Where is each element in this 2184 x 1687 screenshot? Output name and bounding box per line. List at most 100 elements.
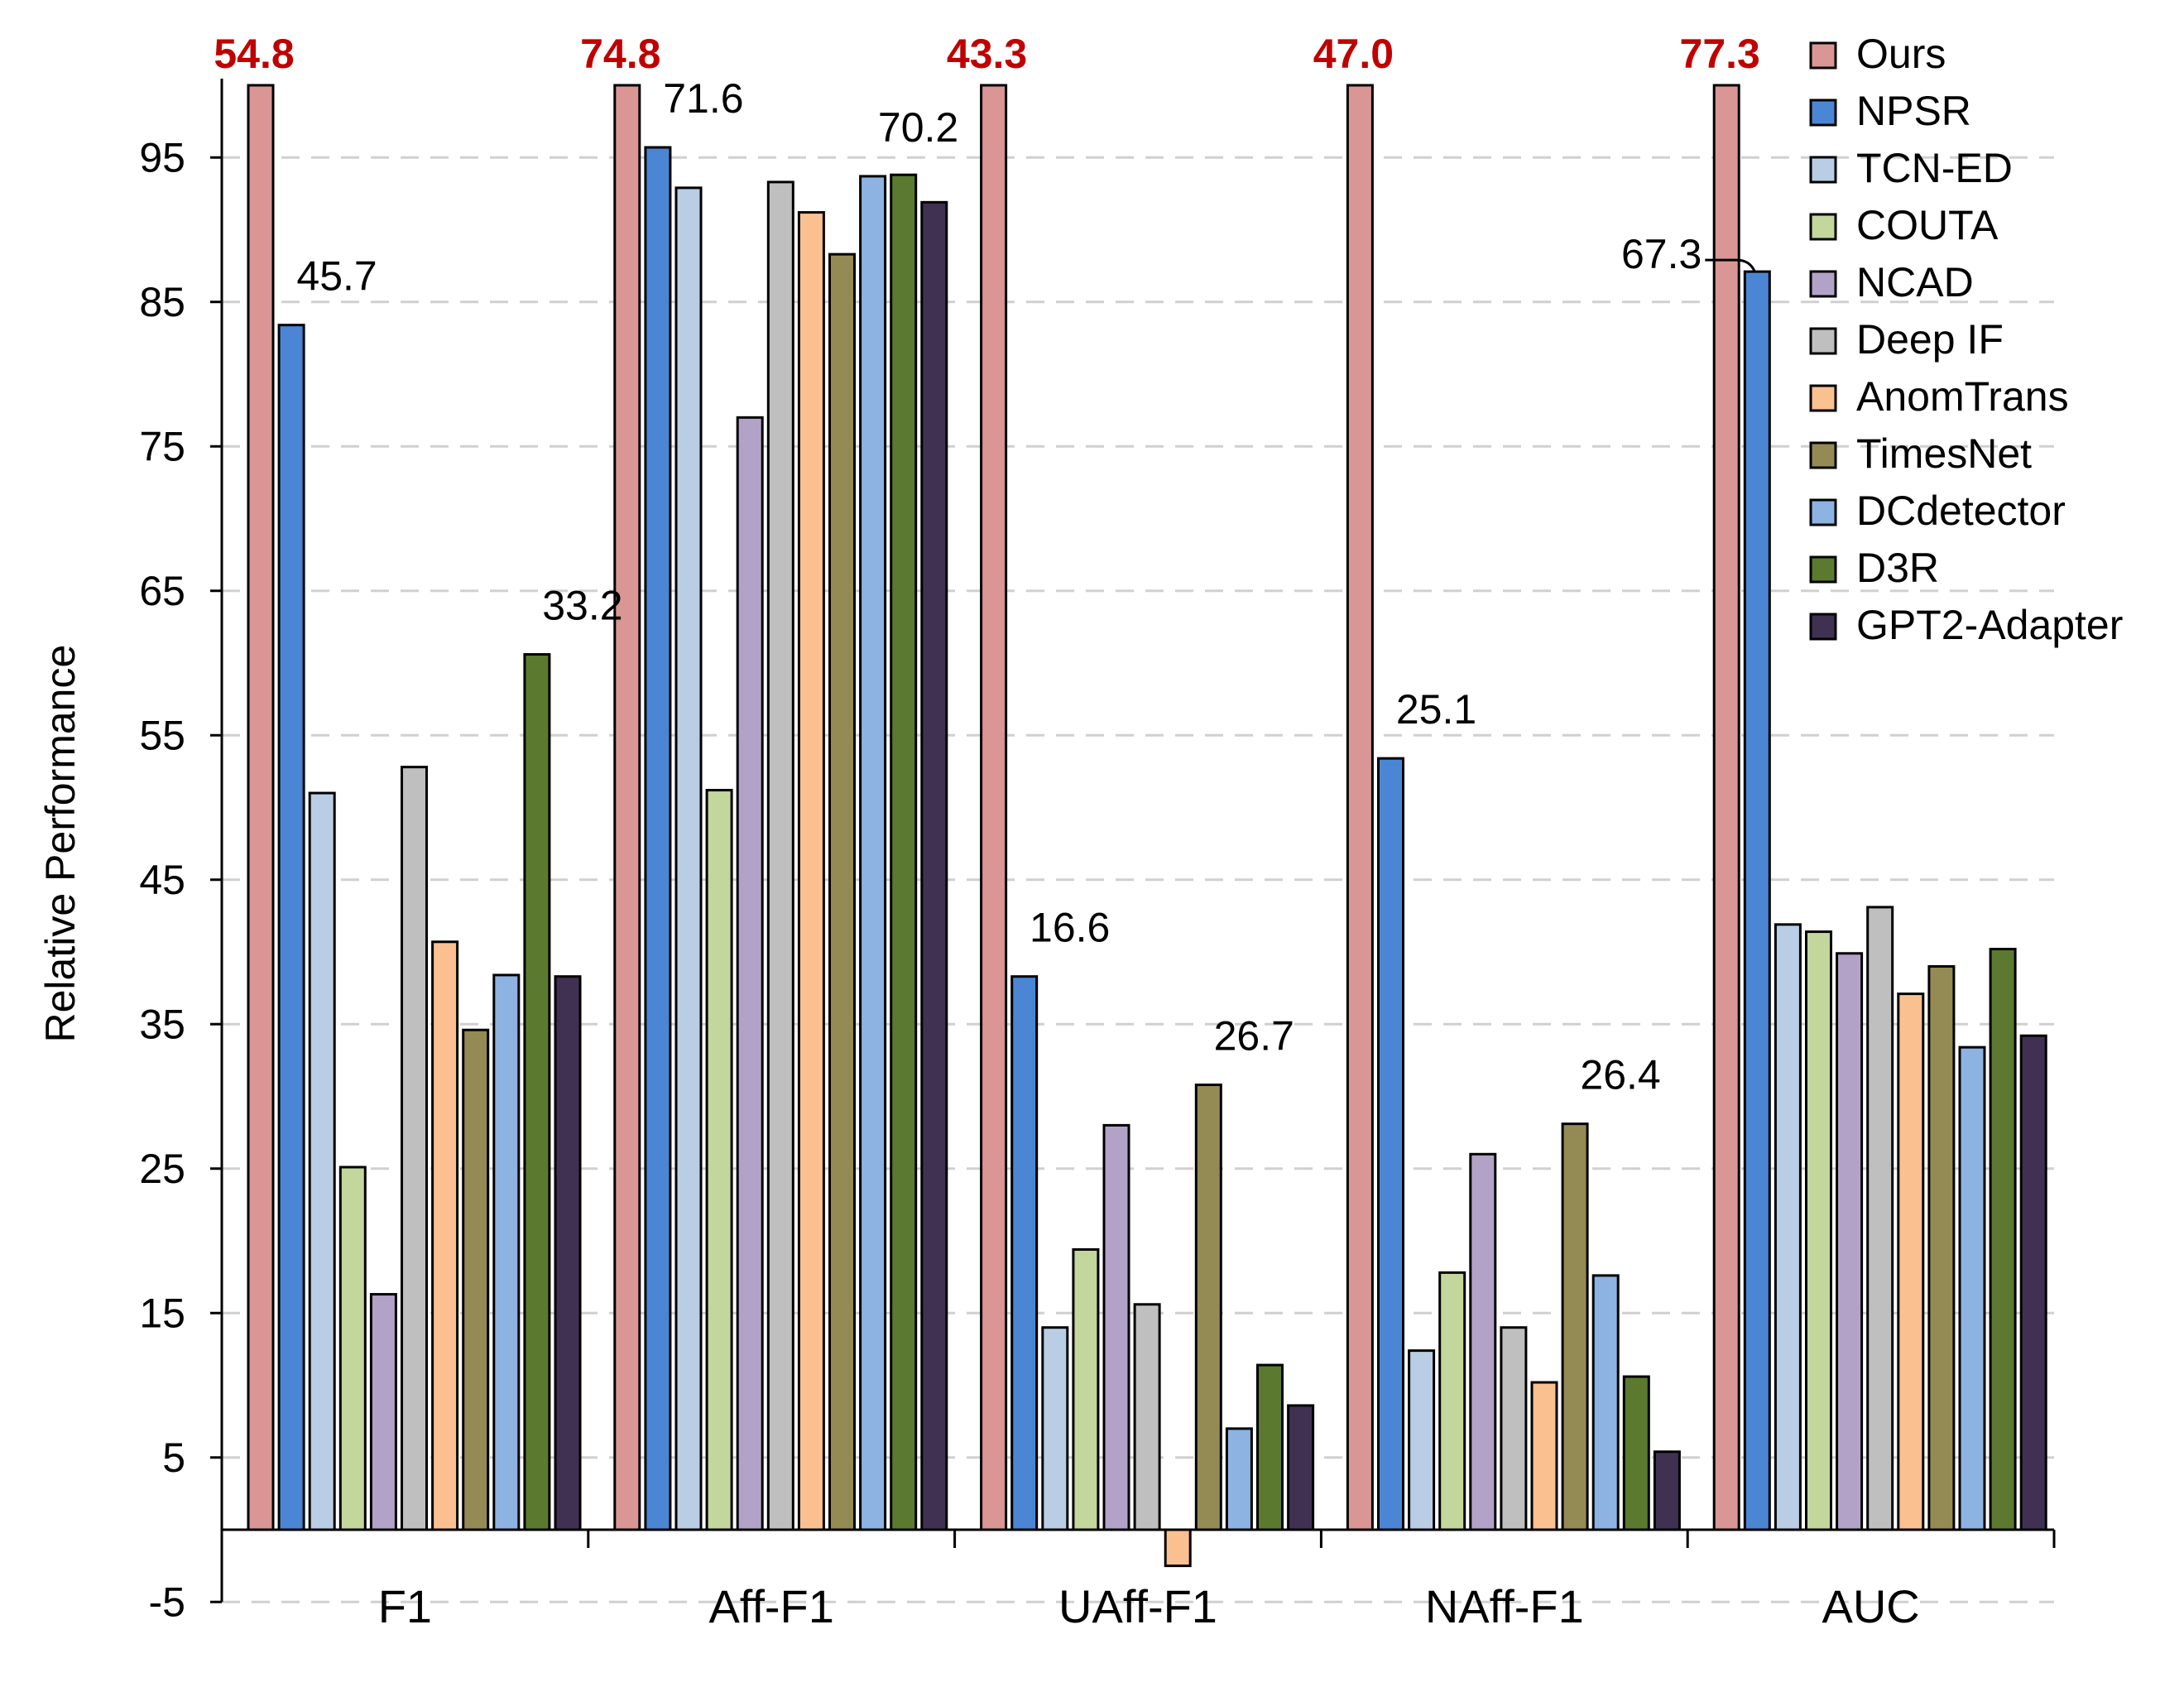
- value-annotation: 67.3: [1621, 231, 1702, 277]
- top-value-label: 43.3: [947, 31, 1027, 77]
- legend-swatch: [1809, 613, 1837, 641]
- value-annotation: 16.6: [1030, 905, 1110, 951]
- legend-label: D3R: [1856, 545, 1939, 591]
- axes: 95 85 75 65 55 45 35 25 15 5 -5 F1 Aff-F1 UAff-F1 NAff…: [139, 79, 2056, 1632]
- bar: [1133, 1303, 1161, 1531]
- bar: [401, 766, 428, 1531]
- legend-swatch: [1809, 99, 1837, 127]
- bar: [1287, 1404, 1315, 1531]
- bars: [247, 84, 2047, 1568]
- bar: [2019, 1034, 2047, 1531]
- bar: [1256, 1363, 1284, 1531]
- bar: [674, 186, 703, 1531]
- bar: [308, 791, 336, 1531]
- y-tick-label: 35: [139, 1001, 185, 1047]
- legend-label: GPT2-Adapter: [1856, 602, 2123, 648]
- bar: [1225, 1427, 1253, 1531]
- bar: [1346, 84, 1374, 1531]
- y-tick-label: 25: [139, 1146, 185, 1192]
- bar: [1774, 923, 1802, 1531]
- value-annotation: 25.1: [1396, 686, 1476, 733]
- bar: [797, 211, 825, 1531]
- bar: [1836, 952, 1864, 1531]
- legend-label: COUTA: [1856, 202, 1999, 248]
- bar: [890, 173, 918, 1531]
- x-category-label: F1: [378, 1580, 432, 1632]
- bar: [1653, 1450, 1681, 1531]
- legend-label: DCdetector: [1856, 488, 2066, 534]
- bar: [1530, 1381, 1558, 1531]
- data-labels: 54.8 74.8 43.3 47.0 77.3 45.7 33.2 71.6 70.2 16.6…: [214, 31, 1760, 1098]
- top-value-label: 47.0: [1313, 31, 1394, 77]
- top-value-label: 74.8: [580, 31, 660, 77]
- y-tick-label: 15: [139, 1290, 185, 1336]
- bar: [828, 252, 856, 1531]
- bar: [1622, 1375, 1650, 1531]
- y-tick-label: 85: [139, 279, 185, 325]
- bar: [247, 84, 275, 1531]
- bar: [1164, 1528, 1192, 1568]
- bar: [920, 200, 948, 1531]
- bar: [766, 180, 794, 1531]
- bar: [1561, 1122, 1589, 1531]
- legend-swatch: [1809, 41, 1837, 70]
- y-tick-label: 55: [139, 712, 185, 758]
- bar: [1010, 975, 1039, 1531]
- bar: [1989, 948, 2017, 1531]
- legend-swatch: [1809, 213, 1837, 241]
- bar: [1072, 1247, 1100, 1531]
- y-tick-label: -5: [149, 1579, 185, 1625]
- legend-swatch: [1809, 270, 1837, 298]
- legend-label: AnomTrans: [1856, 373, 2069, 420]
- bar: [523, 653, 551, 1531]
- annotation-leader-line: [1705, 258, 1756, 272]
- legend-label: NPSR: [1856, 88, 1971, 134]
- bar: [859, 175, 887, 1531]
- legend-label: NCAD: [1856, 259, 1974, 305]
- legend-swatch: [1809, 441, 1837, 469]
- x-category-label: Aff-F1: [708, 1580, 833, 1632]
- y-tick-label: 45: [139, 857, 185, 903]
- bar: [1102, 1123, 1130, 1531]
- legend-label: Deep IF: [1856, 316, 2004, 363]
- value-annotation: 26.4: [1580, 1052, 1660, 1098]
- bar: [369, 1293, 397, 1531]
- bar: [644, 146, 672, 1531]
- bar: [1712, 84, 1740, 1531]
- bar: [1591, 1274, 1620, 1531]
- bar: [431, 940, 459, 1531]
- bar: [613, 84, 641, 1531]
- bar: [554, 975, 582, 1531]
- bar: [705, 789, 733, 1531]
- bar: [1805, 930, 1832, 1531]
- bar: [1041, 1326, 1069, 1531]
- bar: [1438, 1271, 1466, 1531]
- bar: [492, 973, 521, 1531]
- top-value-label: 54.8: [214, 31, 294, 77]
- bar: [462, 1028, 490, 1531]
- value-annotation: 71.6: [663, 75, 743, 122]
- legend-swatch: [1809, 384, 1837, 412]
- legend-label: TimesNet: [1856, 430, 2032, 477]
- bar: [980, 84, 1008, 1531]
- value-annotation: 26.7: [1214, 1013, 1294, 1060]
- legend-swatch: [1809, 156, 1837, 184]
- y-tick-label: 65: [139, 568, 185, 614]
- bar: [736, 416, 764, 1531]
- bar: [338, 1166, 367, 1531]
- legend-label: TCN-ED: [1856, 145, 2013, 191]
- y-tick-label: 5: [162, 1435, 185, 1481]
- bar: [277, 324, 305, 1531]
- value-annotation: 33.2: [542, 583, 622, 629]
- bar: [1194, 1084, 1222, 1531]
- x-category-label: UAff-F1: [1058, 1580, 1217, 1632]
- top-value-label: 77.3: [1680, 31, 1760, 77]
- legend-swatch: [1809, 555, 1837, 584]
- bar: [1927, 964, 1956, 1531]
- bar: [1500, 1326, 1528, 1531]
- value-annotation: 45.7: [296, 253, 377, 300]
- bar: [1897, 992, 1925, 1531]
- bar: [1866, 906, 1894, 1531]
- legend-swatch: [1809, 498, 1837, 526]
